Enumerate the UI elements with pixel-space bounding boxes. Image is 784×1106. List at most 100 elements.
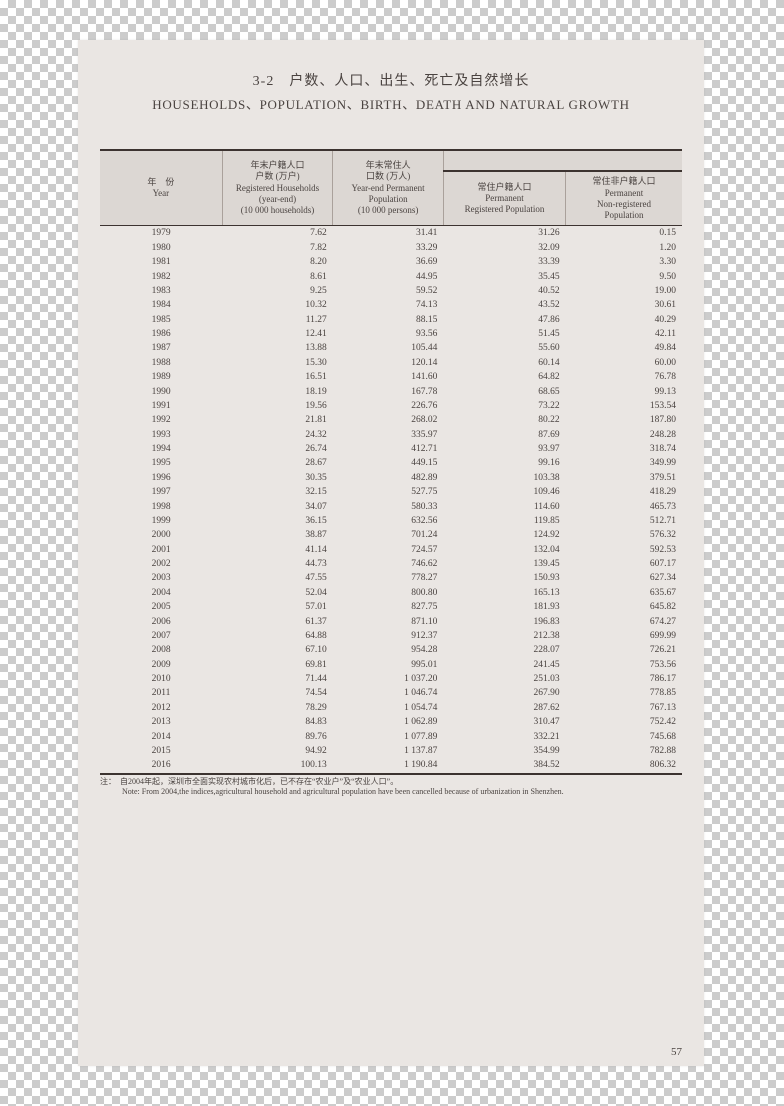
cell-year: 2003 (100, 571, 222, 585)
cell-value: 18.19 (222, 384, 333, 398)
cell-value: 31.26 (443, 226, 565, 241)
cell-value: 267.90 (443, 686, 565, 700)
table-row: 201174.541 046.74267.90778.85 (100, 686, 682, 700)
cell-value: 592.53 (566, 543, 682, 557)
cell-value: 580.33 (333, 499, 444, 513)
cell-year: 1985 (100, 313, 222, 327)
cell-value: 181.93 (443, 600, 565, 614)
cell-year: 1991 (100, 399, 222, 413)
cell-value: 13.88 (222, 341, 333, 355)
cell-value: 632.56 (333, 514, 444, 528)
table-row: 200557.01827.75181.93645.82 (100, 600, 682, 614)
cell-value: 954.28 (333, 643, 444, 657)
cell-value: 103.38 (443, 471, 565, 485)
table-row: 199834.07580.33114.60465.73 (100, 499, 682, 513)
cell-value: 114.60 (443, 499, 565, 513)
header-col4: 常住非户籍人口 Permanent Non-registered Populat… (566, 171, 682, 226)
cell-value: 73.22 (443, 399, 565, 413)
footnote-en: Note: From 2004,the indices,agricultural… (100, 787, 682, 797)
cell-year: 1984 (100, 298, 222, 312)
cell-value: 7.82 (222, 241, 333, 255)
cell-year: 2010 (100, 672, 222, 686)
cell-value: 778.85 (566, 686, 682, 700)
cell-value: 19.00 (566, 284, 682, 298)
cell-year: 2014 (100, 729, 222, 743)
cell-value: 412.71 (333, 442, 444, 456)
table-row: 200661.37871.10196.83674.27 (100, 614, 682, 628)
cell-value: 109.46 (443, 485, 565, 499)
cell-value: 449.15 (333, 456, 444, 470)
cell-value: 635.67 (566, 586, 682, 600)
cell-value: 49.84 (566, 341, 682, 355)
cell-value: 139.45 (443, 557, 565, 571)
table-row: 200244.73746.62139.45607.17 (100, 557, 682, 571)
cell-value: 33.29 (333, 241, 444, 255)
cell-year: 2007 (100, 629, 222, 643)
cell-value: 41.14 (222, 543, 333, 557)
cell-value: 28.67 (222, 456, 333, 470)
cell-value: 349.99 (566, 456, 682, 470)
table-row: 200867.10954.28228.07726.21 (100, 643, 682, 657)
cell-value: 124.92 (443, 528, 565, 542)
cell-value: 786.17 (566, 672, 682, 686)
cell-value: 44.73 (222, 557, 333, 571)
cell-year: 1990 (100, 384, 222, 398)
cell-value: 699.99 (566, 629, 682, 643)
table-row: 2016100.131 190.84384.52806.32 (100, 758, 682, 773)
cell-value: 701.24 (333, 528, 444, 542)
cell-value: 482.89 (333, 471, 444, 485)
cell-value: 30.35 (222, 471, 333, 485)
table-row: 200038.87701.24124.92576.32 (100, 528, 682, 542)
cell-year: 1999 (100, 514, 222, 528)
cell-value: 10.32 (222, 298, 333, 312)
cell-value: 57.01 (222, 600, 333, 614)
cell-value: 1 037.20 (333, 672, 444, 686)
cell-value: 94.92 (222, 744, 333, 758)
cell-value: 12.41 (222, 327, 333, 341)
cell-value: 35.45 (443, 269, 565, 283)
cell-value: 8.61 (222, 269, 333, 283)
cell-value: 36.69 (333, 255, 444, 269)
cell-value: 800.80 (333, 586, 444, 600)
cell-value: 1.20 (566, 241, 682, 255)
table-row: 199018.19167.7868.6599.13 (100, 384, 682, 398)
table-row: 198713.88105.4455.6049.84 (100, 341, 682, 355)
table-row: 19818.2036.6933.393.30 (100, 255, 682, 269)
table-row: 198410.3274.1343.5230.61 (100, 298, 682, 312)
cell-value: 827.75 (333, 600, 444, 614)
cell-value: 36.15 (222, 514, 333, 528)
cell-value: 753.56 (566, 658, 682, 672)
cell-year: 1980 (100, 241, 222, 255)
cell-year: 1987 (100, 341, 222, 355)
cell-value: 746.62 (333, 557, 444, 571)
table-row: 201071.441 037.20251.03786.17 (100, 672, 682, 686)
title-chinese: 3-2 户数、人口、出生、死亡及自然增长 (100, 70, 682, 90)
cell-value: 1 054.74 (333, 701, 444, 715)
cell-value: 67.10 (222, 643, 333, 657)
cell-value: 607.17 (566, 557, 682, 571)
table-row: 201594.921 137.87354.99782.88 (100, 744, 682, 758)
cell-value: 241.45 (443, 658, 565, 672)
data-table: 年 份 Year 年末户籍人口 户数 (万户) Registered House… (100, 149, 682, 775)
table-row: 199936.15632.56119.85512.71 (100, 514, 682, 528)
cell-value: 8.20 (222, 255, 333, 269)
cell-value: 61.37 (222, 614, 333, 628)
cell-year: 2002 (100, 557, 222, 571)
cell-year: 2012 (100, 701, 222, 715)
cell-year: 1998 (100, 499, 222, 513)
cell-value: 627.34 (566, 571, 682, 585)
cell-year: 1997 (100, 485, 222, 499)
cell-value: 52.04 (222, 586, 333, 600)
cell-value: 60.14 (443, 356, 565, 370)
cell-value: 576.32 (566, 528, 682, 542)
cell-value: 379.51 (566, 471, 682, 485)
header-col3: 常住户籍人口 Permanent Registered Population (443, 171, 565, 226)
cell-value: 60.00 (566, 356, 682, 370)
cell-value: 752.42 (566, 715, 682, 729)
cell-value: 995.01 (333, 658, 444, 672)
cell-value: 42.11 (566, 327, 682, 341)
table-row: 19807.8233.2932.091.20 (100, 241, 682, 255)
cell-value: 64.82 (443, 370, 565, 384)
cell-year: 2009 (100, 658, 222, 672)
cell-value: 40.52 (443, 284, 565, 298)
